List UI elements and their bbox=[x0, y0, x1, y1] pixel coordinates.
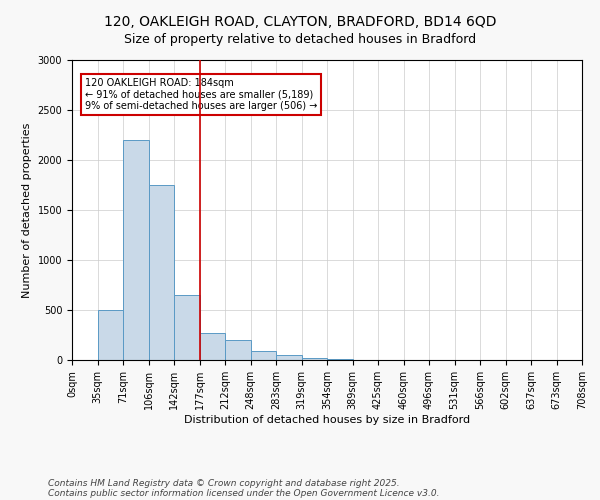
Bar bbox=[225, 340, 251, 360]
X-axis label: Distribution of detached houses by size in Bradford: Distribution of detached houses by size … bbox=[184, 414, 470, 424]
Text: Contains public sector information licensed under the Open Government Licence v3: Contains public sector information licen… bbox=[48, 488, 439, 498]
Text: 120 OAKLEIGH ROAD: 184sqm
← 91% of detached houses are smaller (5,189)
9% of sem: 120 OAKLEIGH ROAD: 184sqm ← 91% of detac… bbox=[85, 78, 317, 111]
Bar bbox=[97, 310, 123, 360]
Bar bbox=[251, 351, 276, 360]
Bar bbox=[123, 140, 149, 360]
Bar bbox=[327, 359, 353, 360]
Bar bbox=[302, 358, 327, 360]
Y-axis label: Number of detached properties: Number of detached properties bbox=[22, 122, 32, 298]
Text: Contains HM Land Registry data © Crown copyright and database right 2025.: Contains HM Land Registry data © Crown c… bbox=[48, 478, 400, 488]
Bar bbox=[199, 333, 225, 360]
Bar bbox=[276, 355, 302, 360]
Bar bbox=[174, 295, 199, 360]
Text: 120, OAKLEIGH ROAD, CLAYTON, BRADFORD, BD14 6QD: 120, OAKLEIGH ROAD, CLAYTON, BRADFORD, B… bbox=[104, 15, 496, 29]
Bar bbox=[149, 185, 174, 360]
Text: Size of property relative to detached houses in Bradford: Size of property relative to detached ho… bbox=[124, 32, 476, 46]
